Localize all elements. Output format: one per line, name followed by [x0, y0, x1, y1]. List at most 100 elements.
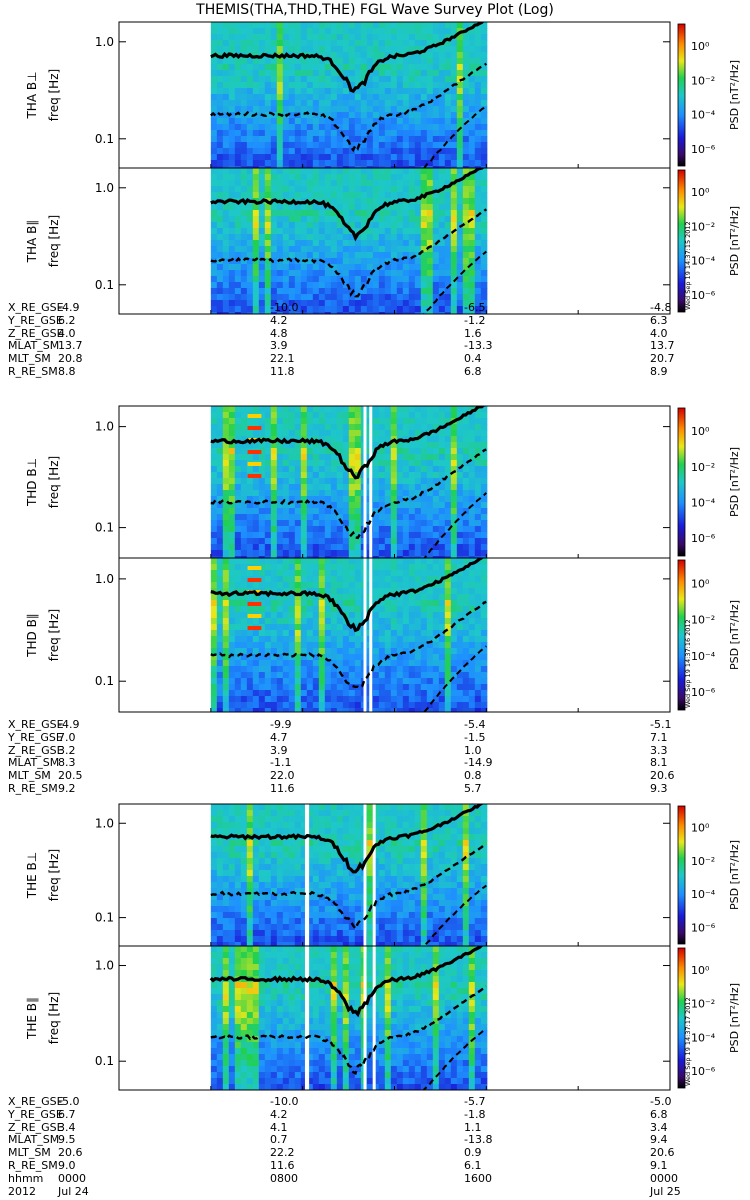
spectrogram-cell — [468, 490, 476, 497]
spectrogram-cell — [396, 678, 404, 685]
spectrogram-cell — [438, 46, 446, 53]
spectrogram-cell — [456, 642, 464, 649]
spectrogram-cell — [414, 154, 422, 161]
spectrogram-cell — [270, 508, 278, 515]
spectrogram-cell — [252, 148, 260, 155]
spectrogram-cell — [210, 654, 218, 661]
spectrogram-cell — [264, 94, 272, 101]
spectrogram-cell — [306, 240, 314, 247]
spectrogram-cell — [402, 412, 410, 419]
spectrogram-cell — [336, 124, 344, 131]
spectrogram-cell — [354, 106, 362, 113]
spectrogram-cell — [324, 312, 332, 314]
spectrogram-cell — [330, 234, 338, 241]
spectrogram-cell — [246, 180, 254, 187]
spectrogram-cell — [216, 186, 224, 193]
spectrogram-cell — [480, 618, 488, 625]
spectrogram-cell — [300, 306, 308, 313]
spectrogram-cell — [372, 484, 380, 491]
spectrogram-cell — [330, 264, 338, 271]
spectrogram-cell — [300, 564, 308, 571]
spectrogram-cell — [342, 118, 350, 125]
spectrogram-cell — [396, 442, 404, 449]
spectrogram-cell — [252, 918, 260, 925]
spectrogram-cell — [324, 412, 332, 419]
spectrogram-cell — [348, 154, 356, 161]
spectrogram-cell — [300, 160, 308, 167]
spectrogram-cell — [318, 28, 326, 35]
spectrogram-cell — [264, 624, 272, 631]
spectrogram-cell — [372, 502, 380, 509]
spectrogram-cell — [480, 52, 488, 59]
spectrogram-cell — [390, 406, 398, 413]
spectrogram-cell — [234, 34, 242, 41]
spectrogram-cell — [348, 46, 356, 53]
spectrogram-cell — [258, 708, 266, 712]
spectrogram-cell — [456, 690, 464, 697]
spectrogram-cell — [252, 100, 260, 107]
spectrogram-cell — [384, 696, 392, 703]
spectrogram-cell — [210, 204, 218, 211]
spectrogram-cell — [444, 460, 452, 467]
spectrogram-cell — [240, 70, 248, 77]
spectrogram-cell — [348, 564, 356, 571]
spectrogram-cell — [246, 76, 254, 83]
spectrogram-cell — [330, 544, 338, 551]
spectrogram-cell — [456, 258, 464, 265]
spectrogram-cell — [384, 526, 392, 533]
spectrogram-cell — [270, 672, 278, 679]
spectrogram-cell — [282, 46, 290, 53]
spectrogram-cell — [462, 478, 470, 485]
spectrogram-cell — [468, 412, 476, 419]
spectrogram-cell — [210, 936, 218, 943]
spectrogram-cell — [468, 654, 476, 661]
spectrogram-cell — [390, 276, 398, 283]
spectrogram-cell — [306, 100, 314, 107]
spectrogram-cell — [420, 168, 428, 175]
spectrogram-cell — [336, 198, 344, 205]
spectrogram-cell — [216, 240, 224, 247]
spectrogram-cell — [348, 270, 356, 277]
spectrogram-cell — [312, 544, 320, 551]
spectrogram-cell — [414, 442, 422, 449]
spectrogram-cell — [480, 160, 488, 167]
spectrogram-cell — [222, 564, 230, 571]
spectrogram-cell — [222, 76, 230, 83]
spectrogram-cell — [456, 192, 464, 199]
spectrogram-cell — [240, 282, 248, 289]
spectrogram-cell — [384, 490, 392, 497]
spectrogram-cell — [336, 306, 344, 313]
spectrogram-cell — [240, 846, 248, 853]
spectrogram-cell — [258, 22, 266, 29]
spectrogram-cell — [324, 648, 332, 655]
spectrogram-cell — [468, 88, 476, 95]
spectrogram-cell — [240, 276, 248, 283]
spectrogram-cell — [306, 612, 314, 619]
spectrogram-cell — [216, 118, 224, 125]
spectrogram-cell — [330, 496, 338, 503]
spectrogram-cell — [402, 556, 410, 558]
spectrogram-cell — [312, 288, 320, 295]
spectrogram-cell — [444, 106, 452, 113]
spectrogram-cell — [294, 22, 302, 29]
spectrogram-cell — [444, 576, 452, 583]
spectrogram-cell — [300, 88, 308, 95]
colorbar-tick-label: 10⁰ — [691, 577, 710, 590]
spectrogram-cell — [414, 496, 422, 503]
spectrogram-cell — [210, 630, 218, 637]
spectrogram-cell — [402, 678, 410, 685]
spectrogram-cell — [300, 270, 308, 277]
spectrogram-cell — [468, 58, 476, 65]
spectrogram-cell — [462, 520, 470, 527]
spectrogram-cell — [288, 430, 296, 437]
spectrogram-cell — [378, 514, 386, 521]
spectrogram-cell — [252, 166, 260, 168]
spectrogram-cell — [420, 564, 428, 571]
spectrogram-cell — [222, 930, 230, 937]
spectrogram-cell — [294, 154, 302, 161]
spectrogram-cell — [366, 210, 374, 217]
spectrogram-cell — [222, 924, 230, 931]
spectrogram-cell — [354, 22, 362, 29]
spectrogram-cell — [246, 696, 254, 703]
spectrogram-cell — [432, 216, 440, 223]
